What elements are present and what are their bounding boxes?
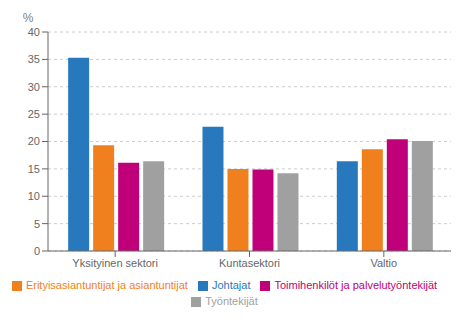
- svg-text:35: 35: [28, 53, 40, 65]
- svg-text:0: 0: [34, 245, 40, 257]
- svg-text:5: 5: [34, 218, 40, 230]
- svg-text:15: 15: [28, 163, 40, 175]
- svg-text:20: 20: [28, 135, 40, 147]
- svg-text:Valtio: Valtio: [370, 257, 397, 269]
- svg-text:Kuntasektori: Kuntasektori: [219, 257, 280, 269]
- svg-text:10: 10: [28, 190, 40, 202]
- html-text:Erityisasiantuntijat ja asiant: Erityisasiantuntijat ja asiantuntijat: [25, 279, 188, 291]
- svg-text:25: 25: [28, 108, 40, 120]
- html-text:Toimihenkilöt ja palvelutyönte: Toimihenkilöt ja palvelutyöntekijät: [274, 279, 438, 291]
- svg-text:40: 40: [28, 26, 40, 38]
- svg-text:%: %: [23, 11, 34, 25]
- html-text:Johtajat: Johtajat: [211, 279, 251, 291]
- html-text:Työntekijät: Työntekijät: [205, 295, 258, 307]
- svg-text:30: 30: [28, 81, 40, 93]
- svg-text:Yksityinen sektori: Yksityinen sektori: [72, 257, 158, 269]
